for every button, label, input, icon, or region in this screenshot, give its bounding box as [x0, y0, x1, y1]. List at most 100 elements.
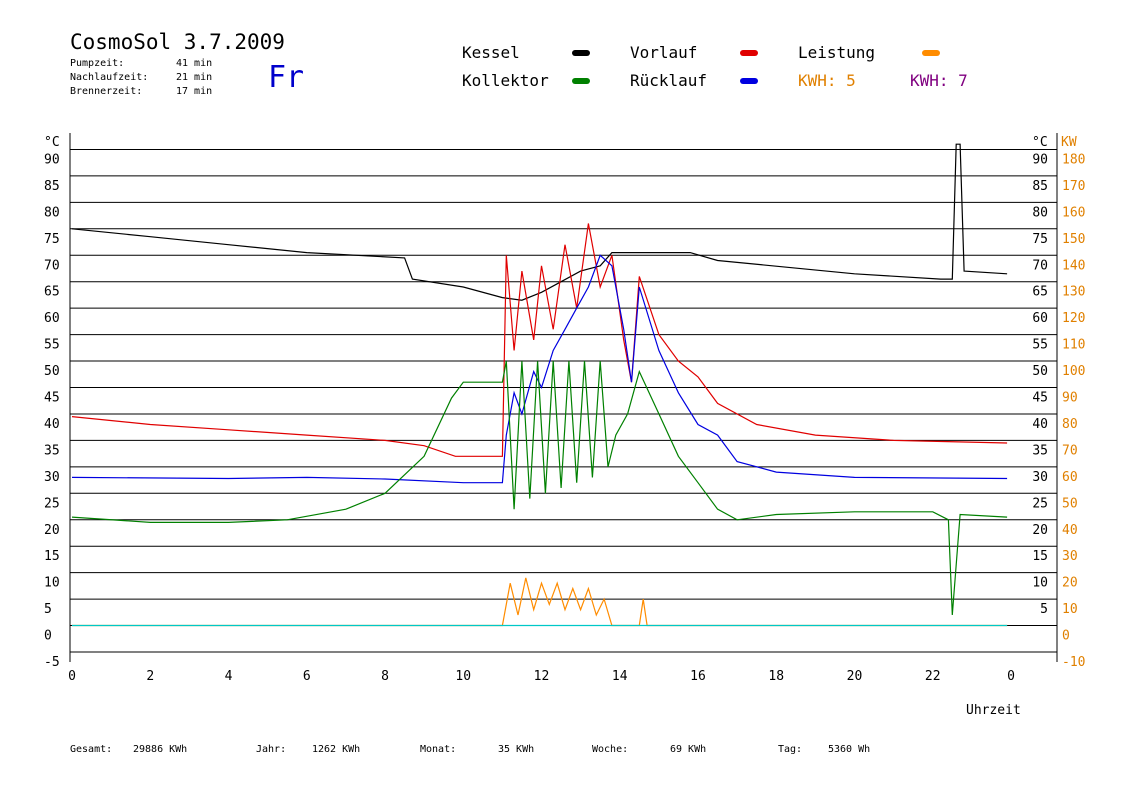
- x-tick-label: 18: [768, 669, 784, 684]
- kw-tick-label: 20: [1062, 576, 1078, 591]
- y-right-tick-label: 80: [1032, 205, 1048, 220]
- kw-tick-label: 30: [1062, 549, 1078, 564]
- legend-kessel: Kessel: [462, 43, 520, 62]
- kw-tick-label: 140: [1062, 258, 1085, 273]
- kw-tick-label: 100: [1062, 364, 1085, 379]
- kw-tick-label: 160: [1062, 205, 1085, 220]
- y-tick-label: 60: [44, 311, 60, 326]
- footer-woche-label: Woche:: [592, 744, 629, 755]
- y-right-tick-label: 25: [1032, 496, 1048, 511]
- y-right-tick-label: 20: [1032, 523, 1048, 538]
- kw-tick-label: 70: [1062, 443, 1078, 458]
- series-leistung: [72, 577, 1008, 627]
- y-tick-label: 0: [44, 629, 52, 644]
- footer-jahr-value: 1262 KWh: [312, 744, 361, 755]
- kw-tick-label: 10: [1062, 602, 1078, 617]
- y-right-tick-label: 45: [1032, 391, 1048, 406]
- x-tick-label: 10: [455, 669, 471, 684]
- stat-label-brennerzeit: Brennerzeit:: [70, 86, 143, 97]
- y-right-tick-label: 30: [1032, 470, 1048, 485]
- series-kollektor: [71, 360, 1008, 616]
- legend-vorlauf: Vorlauf: [630, 43, 698, 62]
- footer-gesamt-value: 29886 KWh: [133, 744, 188, 755]
- y-right-tick-label: 55: [1032, 338, 1048, 353]
- y-tick-label: 55: [44, 338, 60, 353]
- footer-tag-value: 5360 Wh: [828, 744, 871, 755]
- x-tick-label: 4: [225, 669, 233, 684]
- y-tick-label: 50: [44, 364, 60, 379]
- kw-tick-label: -10: [1062, 655, 1085, 670]
- y-right-tick-label: 60: [1032, 311, 1048, 326]
- x-tick-label: 0: [68, 669, 76, 684]
- kw-tick-label: 180: [1062, 152, 1085, 167]
- x-axis-label: Uhrzeit: [966, 703, 1021, 718]
- y-right-tick-label: 70: [1032, 258, 1048, 273]
- kw-unit: KW: [1061, 135, 1077, 150]
- y-tick-label: 5: [44, 602, 52, 617]
- y-right-tick-label: 35: [1032, 443, 1048, 458]
- x-tick-label: 8: [381, 669, 389, 684]
- legend-kessel-swatch: [572, 50, 590, 56]
- y-right-tick-label: 65: [1032, 285, 1048, 300]
- y-tick-label: 20: [44, 523, 60, 538]
- legend-leistung-swatch: [922, 50, 940, 56]
- stat-label-nachlaufzeit: Nachlaufzeit:: [70, 72, 149, 83]
- kw-tick-label: 90: [1062, 391, 1078, 406]
- y-tick-label: 65: [44, 285, 60, 300]
- y-tick-label: -5: [44, 655, 60, 670]
- y-tick-label: 85: [44, 179, 60, 194]
- x-tick-label: 6: [303, 669, 311, 684]
- x-tick-label: 0: [1007, 669, 1015, 684]
- series-kessel: [71, 143, 1008, 301]
- kw-tick-label: 40: [1062, 523, 1078, 538]
- kw-tick-label: 150: [1062, 232, 1085, 247]
- y-tick-label: 70: [44, 258, 60, 273]
- stat-value-brennerzeit: 17 min: [176, 86, 213, 97]
- footer-monat-value: 35 KWh: [498, 744, 535, 755]
- stat-value-nachlaufzeit: 21 min: [176, 72, 213, 83]
- y-right-tick-label: 90: [1032, 152, 1048, 167]
- y-unit-right: °C: [1032, 135, 1048, 150]
- y-tick-label: 90: [44, 152, 60, 167]
- y-tick-label: 75: [44, 232, 60, 247]
- kw-tick-label: 170: [1062, 179, 1085, 194]
- y-tick-label: 15: [44, 549, 60, 564]
- kw-tick-label: 80: [1062, 417, 1078, 432]
- footer-monat-label: Monat:: [420, 744, 457, 755]
- y-tick-label: 10: [44, 576, 60, 591]
- kw-tick-label: 110: [1062, 338, 1085, 353]
- stat-value-pumpzeit: 41 min: [176, 58, 213, 69]
- footer-gesamt-label: Gesamt:: [70, 744, 113, 755]
- y-right-tick-label: 15: [1032, 549, 1048, 564]
- kw-tick-label: 120: [1062, 311, 1085, 326]
- kw-tick-label: 50: [1062, 496, 1078, 511]
- y-tick-label: 40: [44, 417, 60, 432]
- x-tick-label: 22: [925, 669, 941, 684]
- kw-tick-label: 0: [1062, 629, 1070, 644]
- y-tick-label: 35: [44, 443, 60, 458]
- series-r-cklauf: [71, 254, 1008, 484]
- x-tick-label: 14: [612, 669, 628, 684]
- footer-tag-label: Tag:: [778, 744, 803, 755]
- legend-ruecklauf-swatch: [740, 78, 758, 84]
- y-right-tick-label: 40: [1032, 417, 1048, 432]
- x-tick-label: 2: [146, 669, 154, 684]
- page-title: CosmoSol 3.7.2009: [70, 30, 285, 54]
- legend-kwh-2: KWH: 7: [910, 71, 968, 90]
- legend-kollektor: Kollektor: [462, 71, 549, 90]
- weekday-label: Fr: [268, 60, 305, 95]
- y-tick-label: 45: [44, 391, 60, 406]
- y-tick-label: 25: [44, 496, 60, 511]
- y-tick-label: 30: [44, 470, 60, 485]
- legend-ruecklauf: Rücklauf: [630, 71, 708, 90]
- kw-tick-label: 130: [1062, 285, 1085, 300]
- footer-jahr-label: Jahr:: [256, 744, 287, 755]
- legend-kollektor-swatch: [572, 78, 590, 84]
- y-right-tick-label: 85: [1032, 179, 1048, 194]
- footer-woche-value: 69 KWh: [670, 744, 707, 755]
- series-vorlauf: [71, 223, 1008, 457]
- legend-kwh-1: KWH: 5: [798, 71, 856, 90]
- kw-tick-label: 60: [1062, 470, 1078, 485]
- legend-vorlauf-swatch: [740, 50, 758, 56]
